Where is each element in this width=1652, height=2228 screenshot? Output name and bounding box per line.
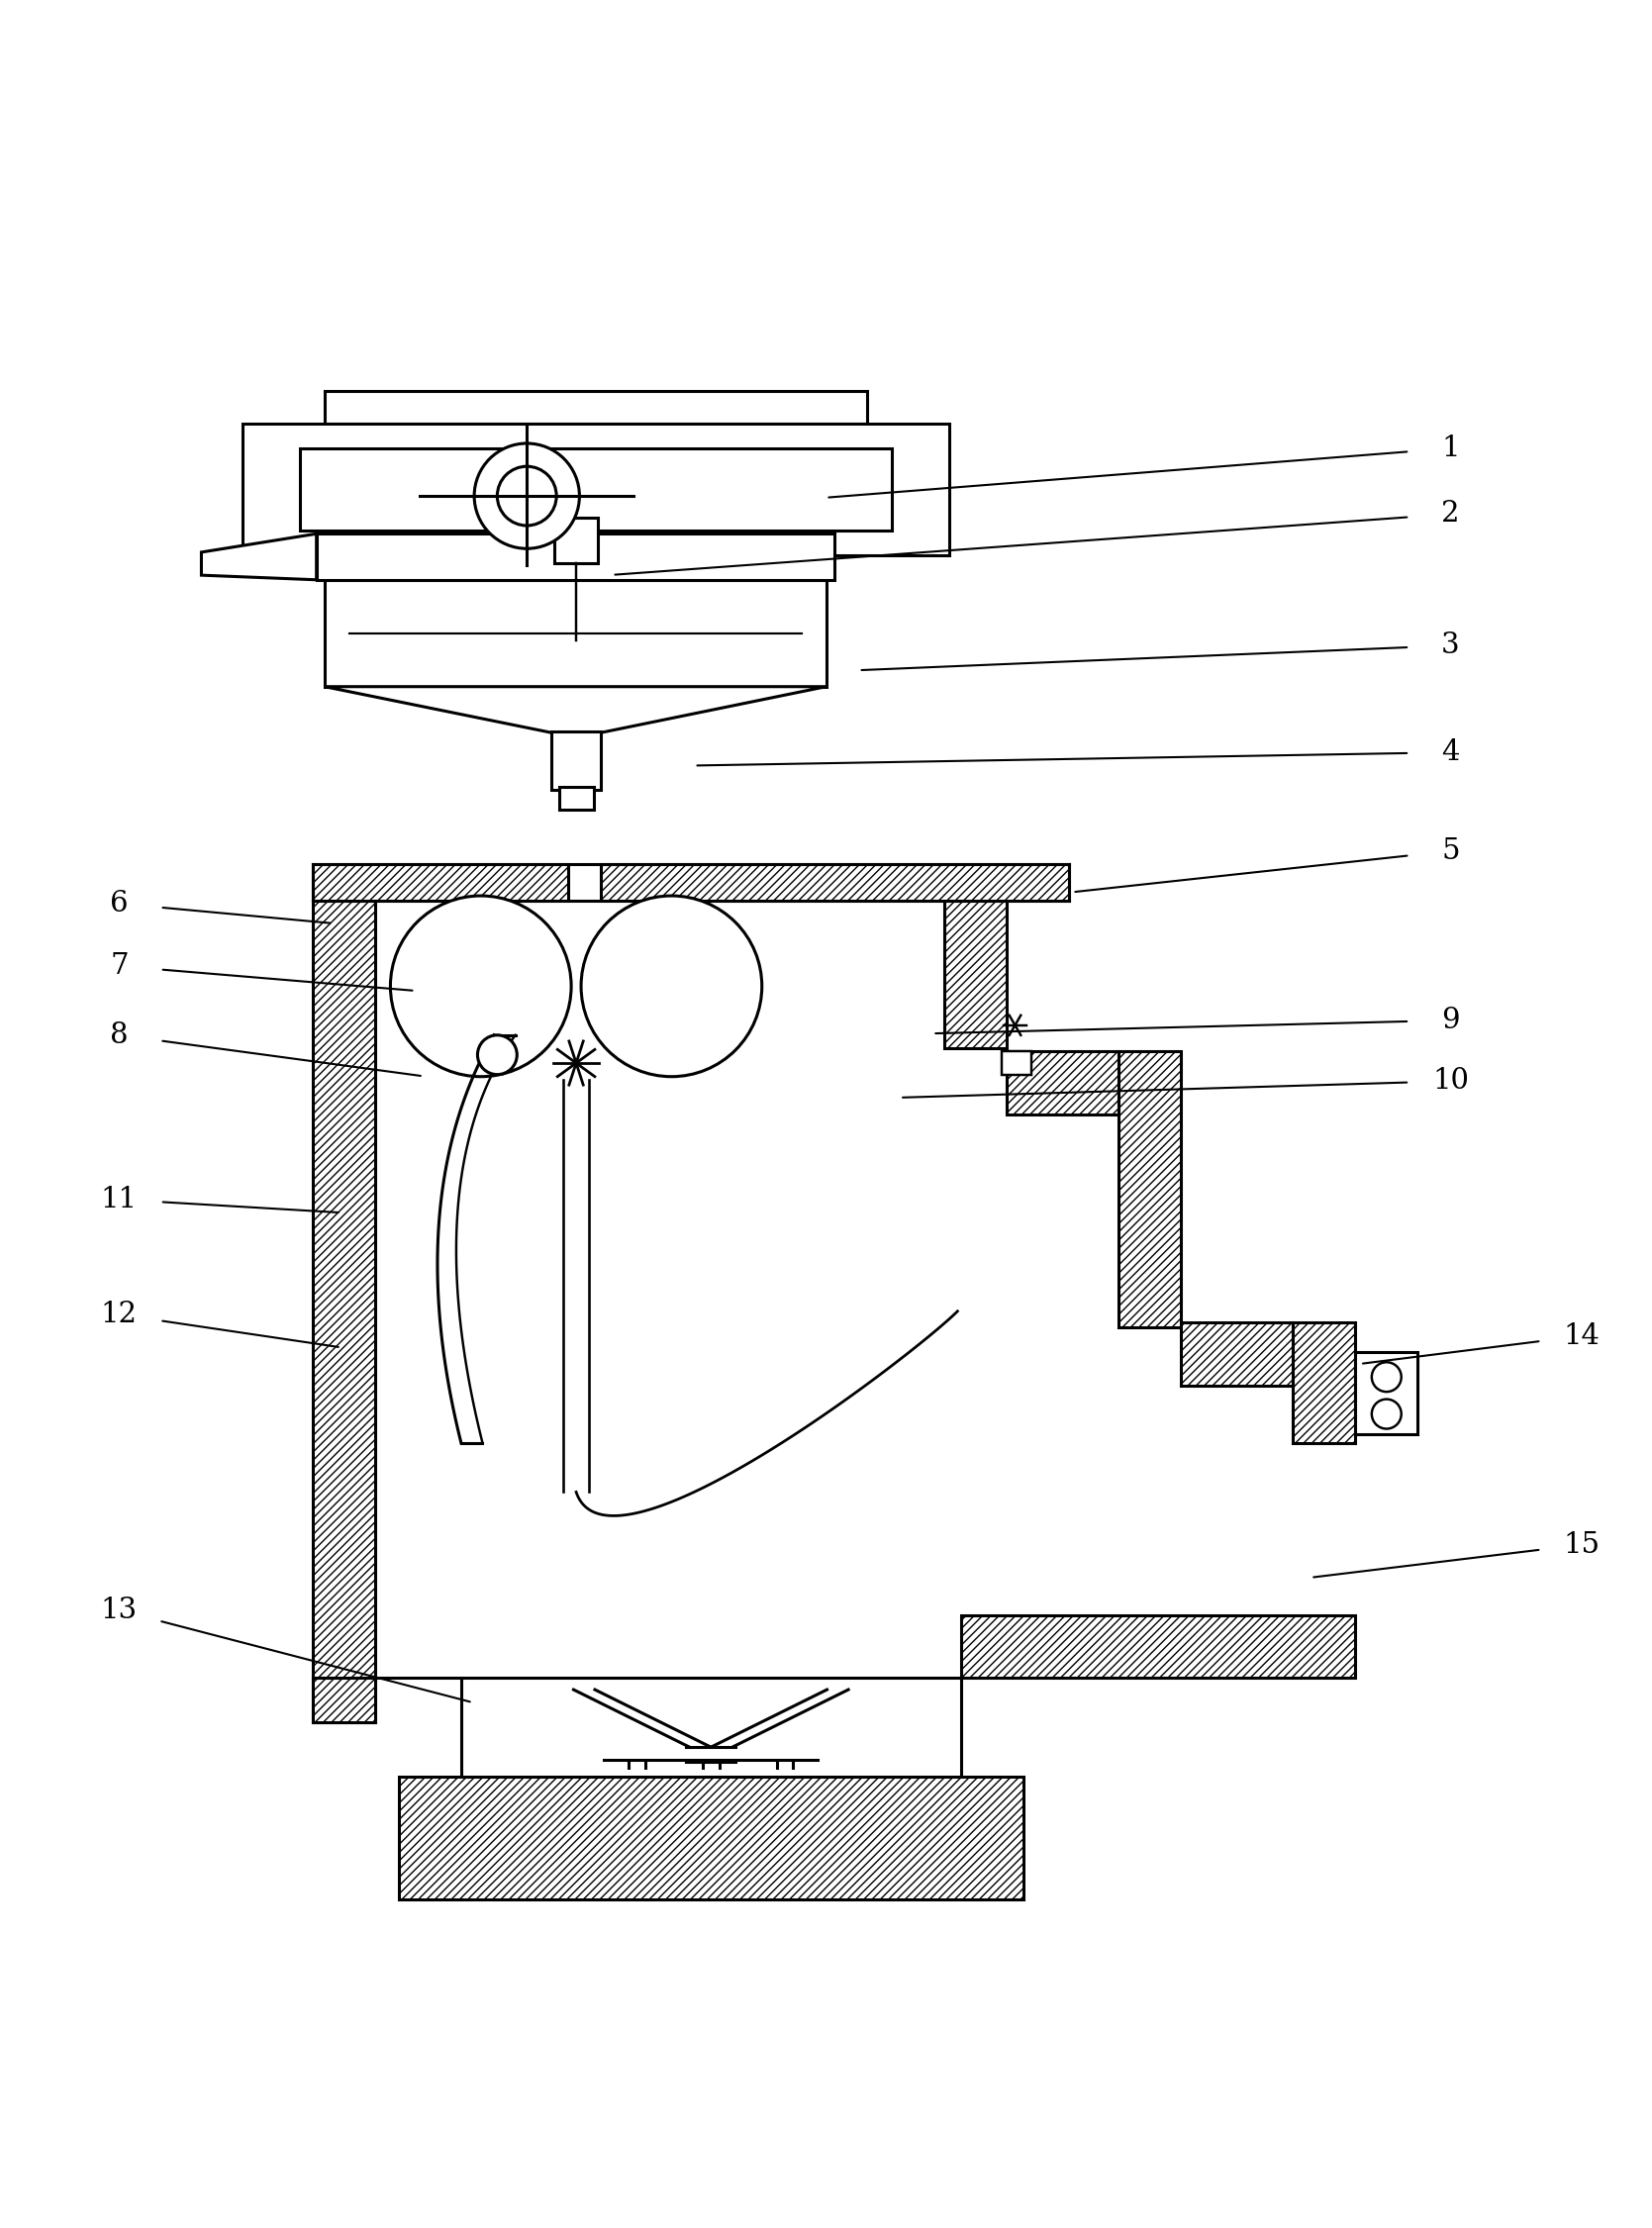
Bar	[555, 517, 598, 564]
Bar	[398, 1776, 1023, 1900]
Text: 5: 5	[1442, 838, 1460, 864]
Bar	[1294, 1323, 1355, 1444]
Text: 12: 12	[101, 1301, 137, 1328]
Text: 4: 4	[1442, 737, 1460, 766]
Bar	[461, 1678, 961, 1776]
Circle shape	[497, 466, 557, 526]
Bar	[1006, 1047, 1118, 1052]
Text: 14: 14	[1564, 1321, 1601, 1350]
Text: 15: 15	[1564, 1531, 1601, 1560]
Polygon shape	[202, 535, 317, 579]
Text: 7: 7	[111, 951, 129, 980]
Text: 3: 3	[1442, 633, 1460, 659]
Bar	[314, 900, 375, 1722]
Bar	[1181, 1114, 1292, 1328]
Bar	[1181, 1323, 1294, 1386]
Bar	[945, 900, 1006, 1047]
Circle shape	[582, 896, 762, 1076]
Polygon shape	[325, 686, 826, 733]
Bar	[317, 535, 834, 579]
Bar	[552, 731, 601, 791]
Text: 10: 10	[1432, 1067, 1469, 1094]
Text: 8: 8	[111, 1020, 129, 1049]
Bar	[243, 423, 950, 555]
Circle shape	[474, 443, 580, 548]
Bar	[1006, 960, 1117, 1047]
Bar	[325, 579, 826, 686]
Circle shape	[1371, 1399, 1401, 1428]
Bar	[1001, 1052, 1031, 1074]
Circle shape	[390, 896, 572, 1076]
Bar	[325, 390, 867, 423]
Text: 2: 2	[1442, 501, 1460, 528]
Text: 6: 6	[111, 889, 129, 918]
Text: 9: 9	[1442, 1007, 1460, 1034]
Bar	[301, 448, 892, 530]
Text: 13: 13	[101, 1597, 137, 1624]
Bar	[375, 900, 945, 1722]
Text: 1: 1	[1442, 434, 1460, 461]
Bar	[1006, 1052, 1118, 1114]
Circle shape	[1371, 1361, 1401, 1392]
Bar	[314, 864, 568, 900]
Bar	[314, 1678, 375, 1722]
Bar	[1355, 1352, 1417, 1435]
Circle shape	[477, 1036, 517, 1074]
Text: 11: 11	[101, 1185, 137, 1214]
Bar	[1118, 1052, 1181, 1328]
Bar	[961, 1615, 1355, 1678]
Bar	[558, 786, 593, 811]
Bar	[601, 864, 1069, 900]
